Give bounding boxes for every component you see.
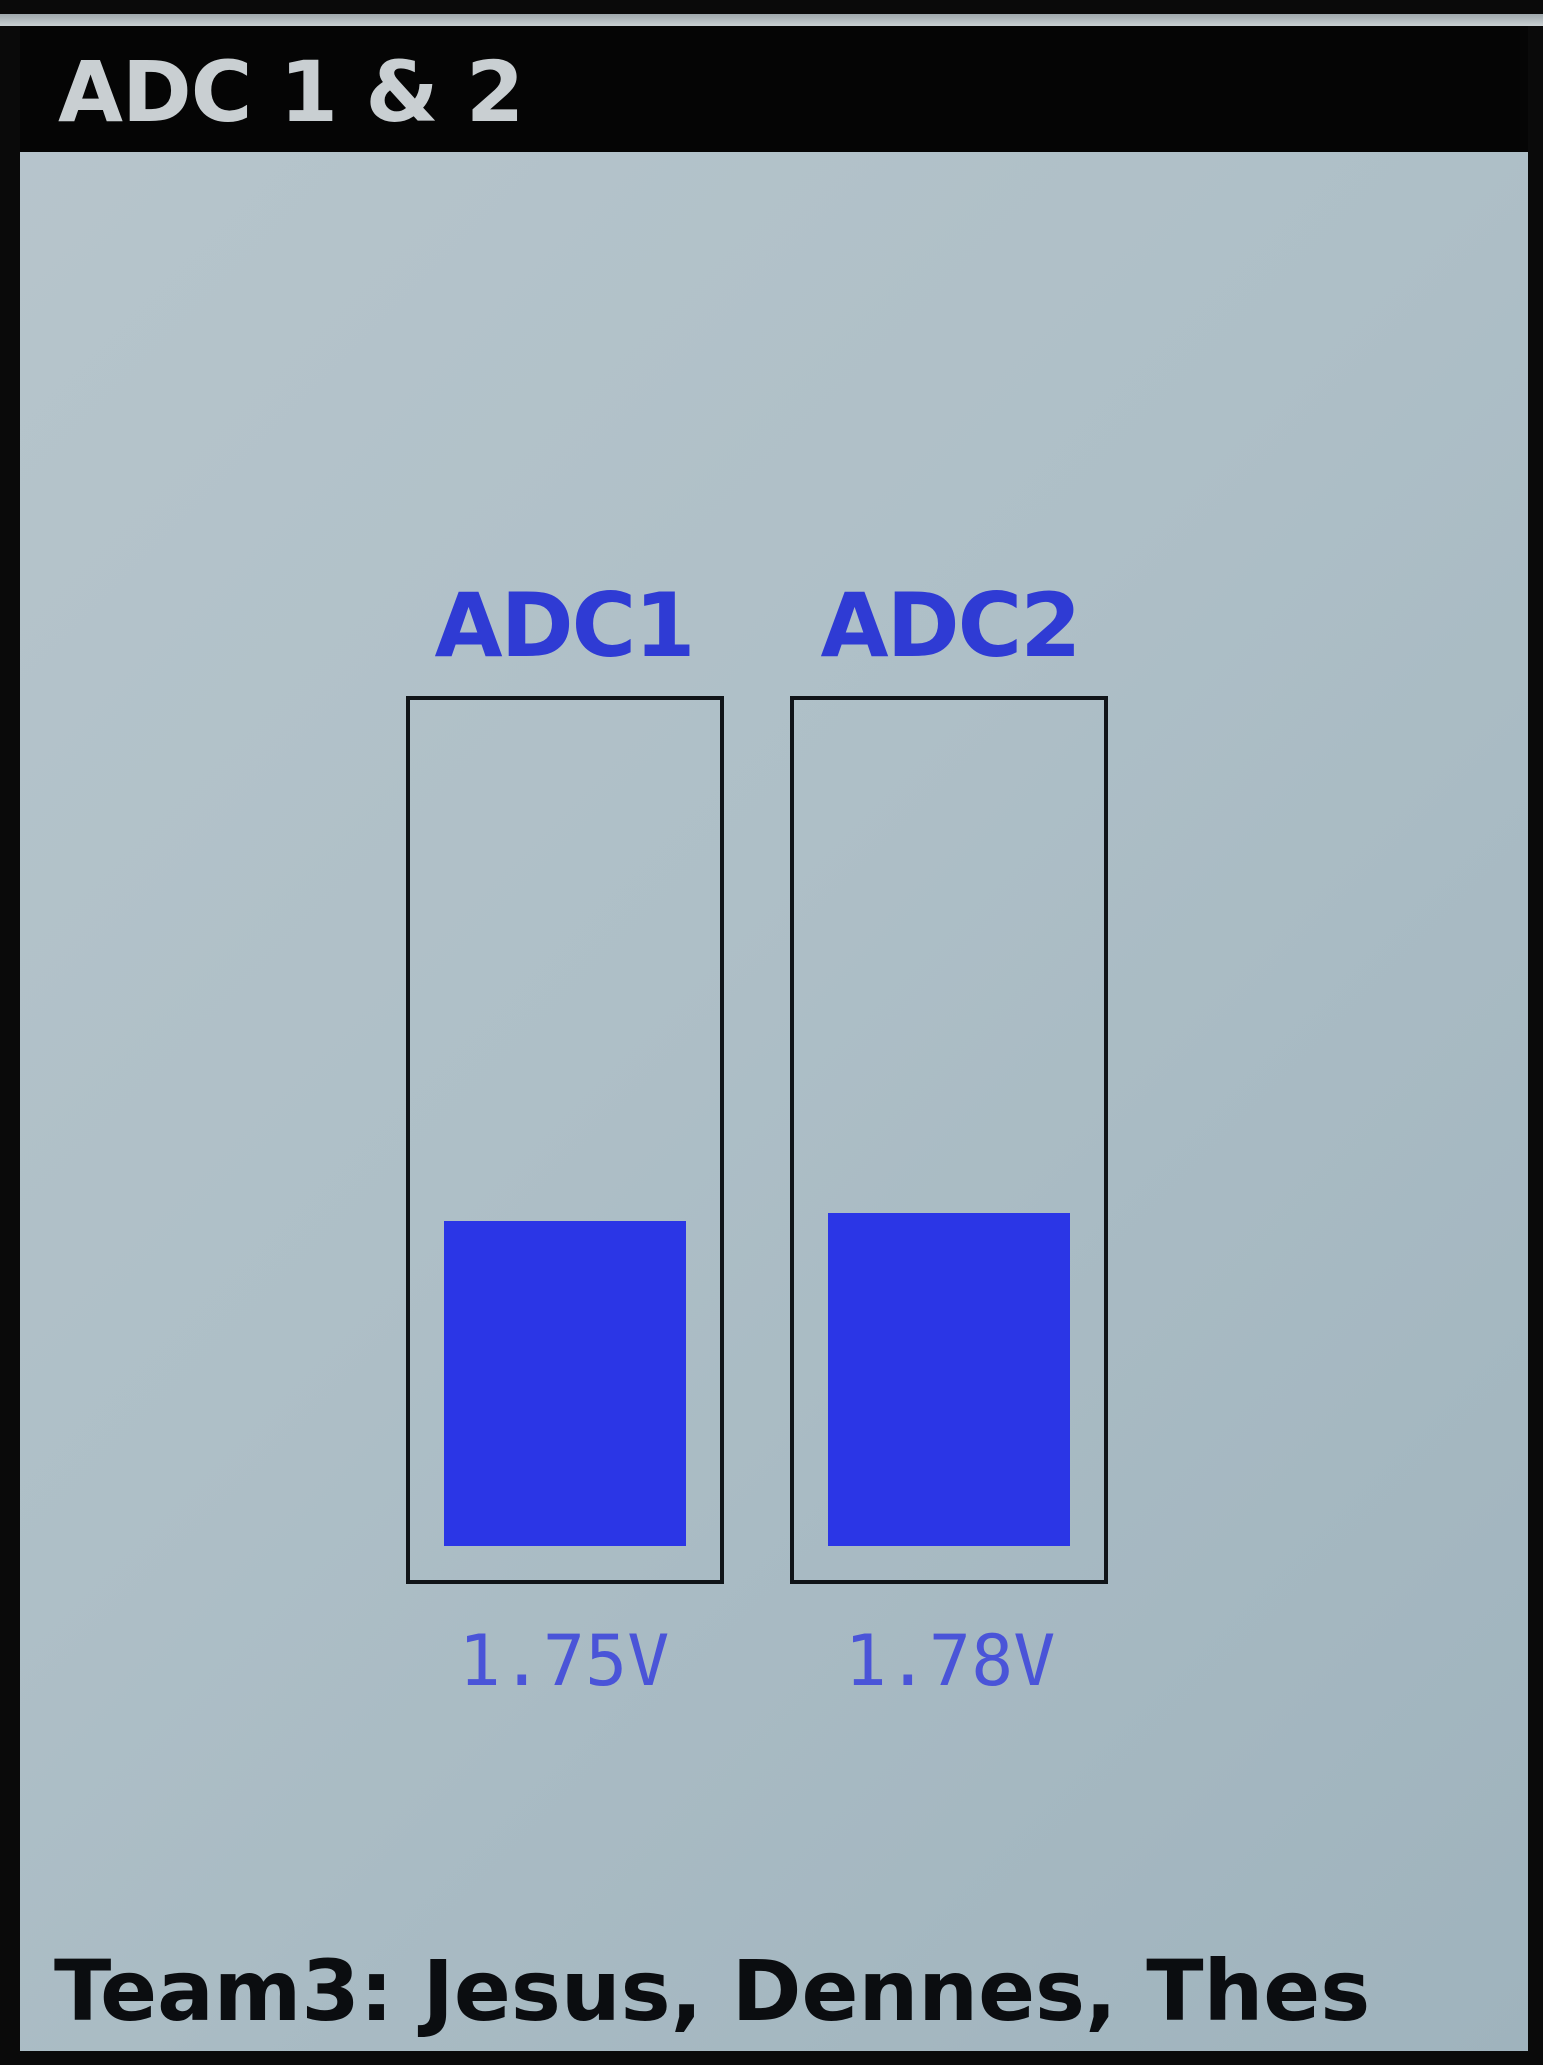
- lcd-screen: ADC 1 & 2 ADC1 1.75V ADC2 1.78V Team3: J…: [20, 26, 1528, 2051]
- page-title: ADC 1 & 2: [58, 43, 524, 141]
- team-credits: Team3: Jesus, Dennes, Thes: [54, 1942, 1371, 2040]
- adc1-bar-fill: [444, 1221, 686, 1546]
- adc1-gauge: [406, 696, 724, 1584]
- adc2-voltage-readout: 1.78V: [844, 1620, 1056, 1702]
- adc1-label: ADC1: [434, 574, 696, 677]
- adc2-label: ADC2: [820, 574, 1082, 677]
- adc2-gauge: [790, 696, 1108, 1584]
- adc1-voltage-readout: 1.75V: [458, 1620, 670, 1702]
- adc2-bar-fill: [828, 1213, 1070, 1546]
- title-bar: ADC 1 & 2: [20, 26, 1528, 152]
- device-top-edge: [0, 14, 1543, 26]
